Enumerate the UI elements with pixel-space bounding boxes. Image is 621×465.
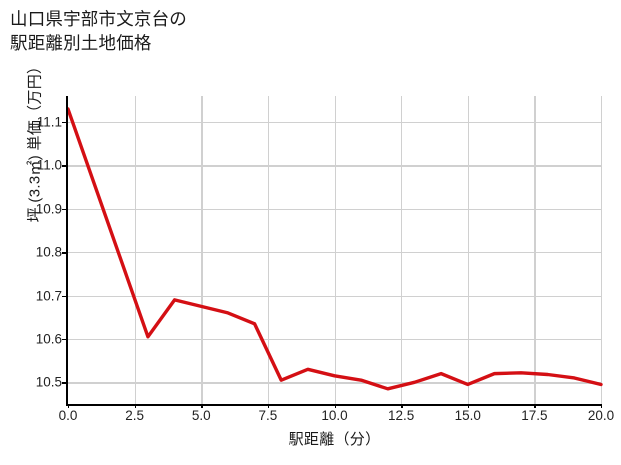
x-tick-label: 10.0 xyxy=(321,408,348,423)
y-tick-mark xyxy=(62,122,67,124)
x-tick-mark xyxy=(134,404,137,408)
y-tick-label: 11.1 xyxy=(36,114,62,130)
y-tick-label: 10.5 xyxy=(35,374,62,390)
x-tick-mark xyxy=(601,404,603,408)
x-tick-label: 17.5 xyxy=(521,408,548,423)
gridline-vertical xyxy=(201,96,203,404)
x-tick-mark xyxy=(467,404,470,408)
x-tick-label: 20.0 xyxy=(587,408,615,423)
price-line-series xyxy=(66,107,603,391)
x-axis-spine xyxy=(66,404,601,406)
x-tick-mark xyxy=(401,404,403,408)
y-tick-mark xyxy=(62,382,67,384)
y-tick-label: 10.9 xyxy=(35,201,62,217)
gridline-vertical xyxy=(534,96,536,404)
x-tick-mark xyxy=(68,404,70,408)
x-tick-label: 0.0 xyxy=(58,408,78,423)
x-tick-label: 7.5 xyxy=(258,408,278,423)
x-tick-mark xyxy=(334,404,336,408)
gridline-vertical xyxy=(134,96,136,404)
y-tick-mark xyxy=(62,208,67,211)
x-tick-label: 12.5 xyxy=(387,408,415,423)
x-tick-mark xyxy=(267,404,270,408)
y-tick-label: 10.8 xyxy=(35,244,62,260)
y-axis-spine xyxy=(66,96,68,406)
y-axis-label: 坪 (3.3㎡) 単価（万円） xyxy=(26,58,44,223)
x-tick-mark xyxy=(534,404,536,408)
gridline-vertical xyxy=(467,96,470,404)
gridline-vertical xyxy=(267,96,270,404)
y-tick-mark xyxy=(62,165,67,167)
x-tick-label: 2.5 xyxy=(125,408,145,423)
y-tick-label: 11.0 xyxy=(36,157,62,173)
x-tick-label: 15.0 xyxy=(454,408,481,423)
chart-title: 山口県宇部市文京台の 駅距離別土地価格 xyxy=(10,9,187,53)
y-tick-mark xyxy=(62,252,67,254)
gridline-vertical xyxy=(401,96,403,404)
y-tick-label: 10.7 xyxy=(35,288,62,304)
gridline-vertical xyxy=(601,96,603,404)
y-tick-mark xyxy=(62,295,67,297)
y-tick-mark xyxy=(62,338,67,341)
x-axis-label: 駅距離（分） xyxy=(288,431,381,448)
y-tick-label: 10.6 xyxy=(35,331,62,347)
x-tick-mark xyxy=(201,404,203,408)
gridline-vertical xyxy=(334,96,336,404)
data-line-svg xyxy=(66,107,603,391)
x-tick-label: 5.0 xyxy=(191,408,211,423)
plot-area xyxy=(66,96,603,404)
y-axis-tick-labels: 10.5 10.6 10.7 10.8 10.9 11.0 11.1 xyxy=(0,0,62,465)
